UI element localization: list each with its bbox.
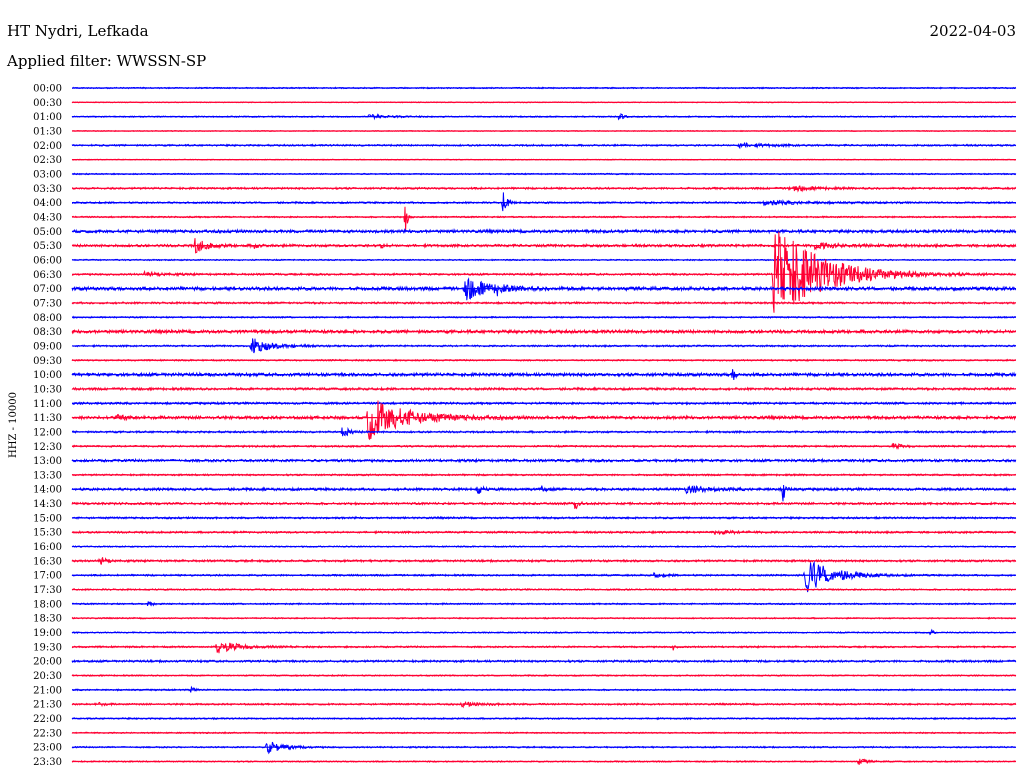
row-time-label: 10:30 (33, 384, 62, 395)
row-time-label: 18:30 (33, 614, 62, 625)
row-time-label: 17:30 (33, 585, 62, 596)
row-time-label: 10:00 (33, 370, 62, 381)
trace-line (71, 642, 1016, 654)
row-time-label: 22:30 (33, 728, 62, 739)
row-time-label: 13:00 (33, 456, 62, 467)
row-time-label: 16:30 (33, 556, 62, 567)
row-time-label: 01:30 (33, 126, 62, 137)
trace-line (71, 227, 1017, 235)
row-time-label: 09:00 (33, 341, 62, 352)
station-title: HT Nydri, Lefkada (7, 22, 149, 40)
row-time-label: 11:30 (33, 413, 62, 424)
channel-label: HHZ - 10000 (8, 392, 19, 458)
row-time-label: 05:00 (33, 227, 62, 238)
trace-line (71, 500, 1017, 510)
row-time-label: 19:00 (33, 628, 62, 639)
row-time-label: 07:00 (33, 284, 62, 295)
row-time-label: 14:00 (33, 485, 62, 496)
filter-subtitle: Applied filter: WWSSN-SP (7, 52, 207, 70)
row-time-label: 21:30 (33, 700, 62, 711)
row-time-label: 21:00 (33, 685, 62, 696)
trace-line (71, 485, 1017, 502)
row-time-label: 23:30 (33, 757, 62, 768)
trace-line (71, 192, 1017, 212)
row-time-label: 05:30 (33, 241, 62, 252)
row-time-label: 12:00 (33, 427, 62, 438)
row-time-label: 15:30 (33, 528, 62, 539)
row-time-label: 20:00 (33, 657, 62, 668)
row-time-label: 08:30 (33, 327, 62, 338)
row-time-label: 00:00 (33, 84, 62, 95)
row-time-label: 06:00 (33, 255, 62, 266)
row-time-label: 00:30 (33, 98, 62, 109)
row-time-label: 03:00 (33, 169, 62, 180)
row-time-label: 04:30 (33, 212, 62, 223)
row-time-label: 16:00 (33, 542, 62, 553)
trace-line (71, 400, 1017, 441)
row-time-label: 15:00 (33, 513, 62, 524)
row-time-label: 01:00 (33, 112, 62, 123)
row-time-label: 14:30 (33, 499, 62, 510)
row-time-label: 08:00 (33, 313, 62, 324)
row-time-label: 06:30 (33, 270, 62, 281)
row-time-label: 12:30 (33, 442, 62, 453)
row-time-label: 07:30 (33, 298, 62, 309)
row-time-label: 20:30 (33, 671, 62, 682)
row-time-label: 23:00 (33, 743, 62, 754)
row-time-label: 02:00 (33, 141, 62, 152)
trace-line (71, 277, 1017, 301)
row-time-label: 22:00 (33, 714, 62, 725)
row-time-label: 02:30 (33, 155, 62, 166)
row-time-label: 19:30 (33, 642, 62, 653)
row-time-label: 09:30 (33, 356, 62, 367)
trace-line (71, 560, 1016, 593)
trace-line (71, 206, 1017, 231)
date-label: 2022-04-03 (929, 22, 1016, 40)
row-time-label: 04:00 (33, 198, 62, 209)
row-time-label: 13:30 (33, 470, 62, 481)
row-time-label: 03:30 (33, 184, 62, 195)
row-time-label: 11:00 (33, 399, 62, 410)
row-time-label: 17:00 (33, 571, 62, 582)
row-time-label: 18:00 (33, 599, 62, 610)
